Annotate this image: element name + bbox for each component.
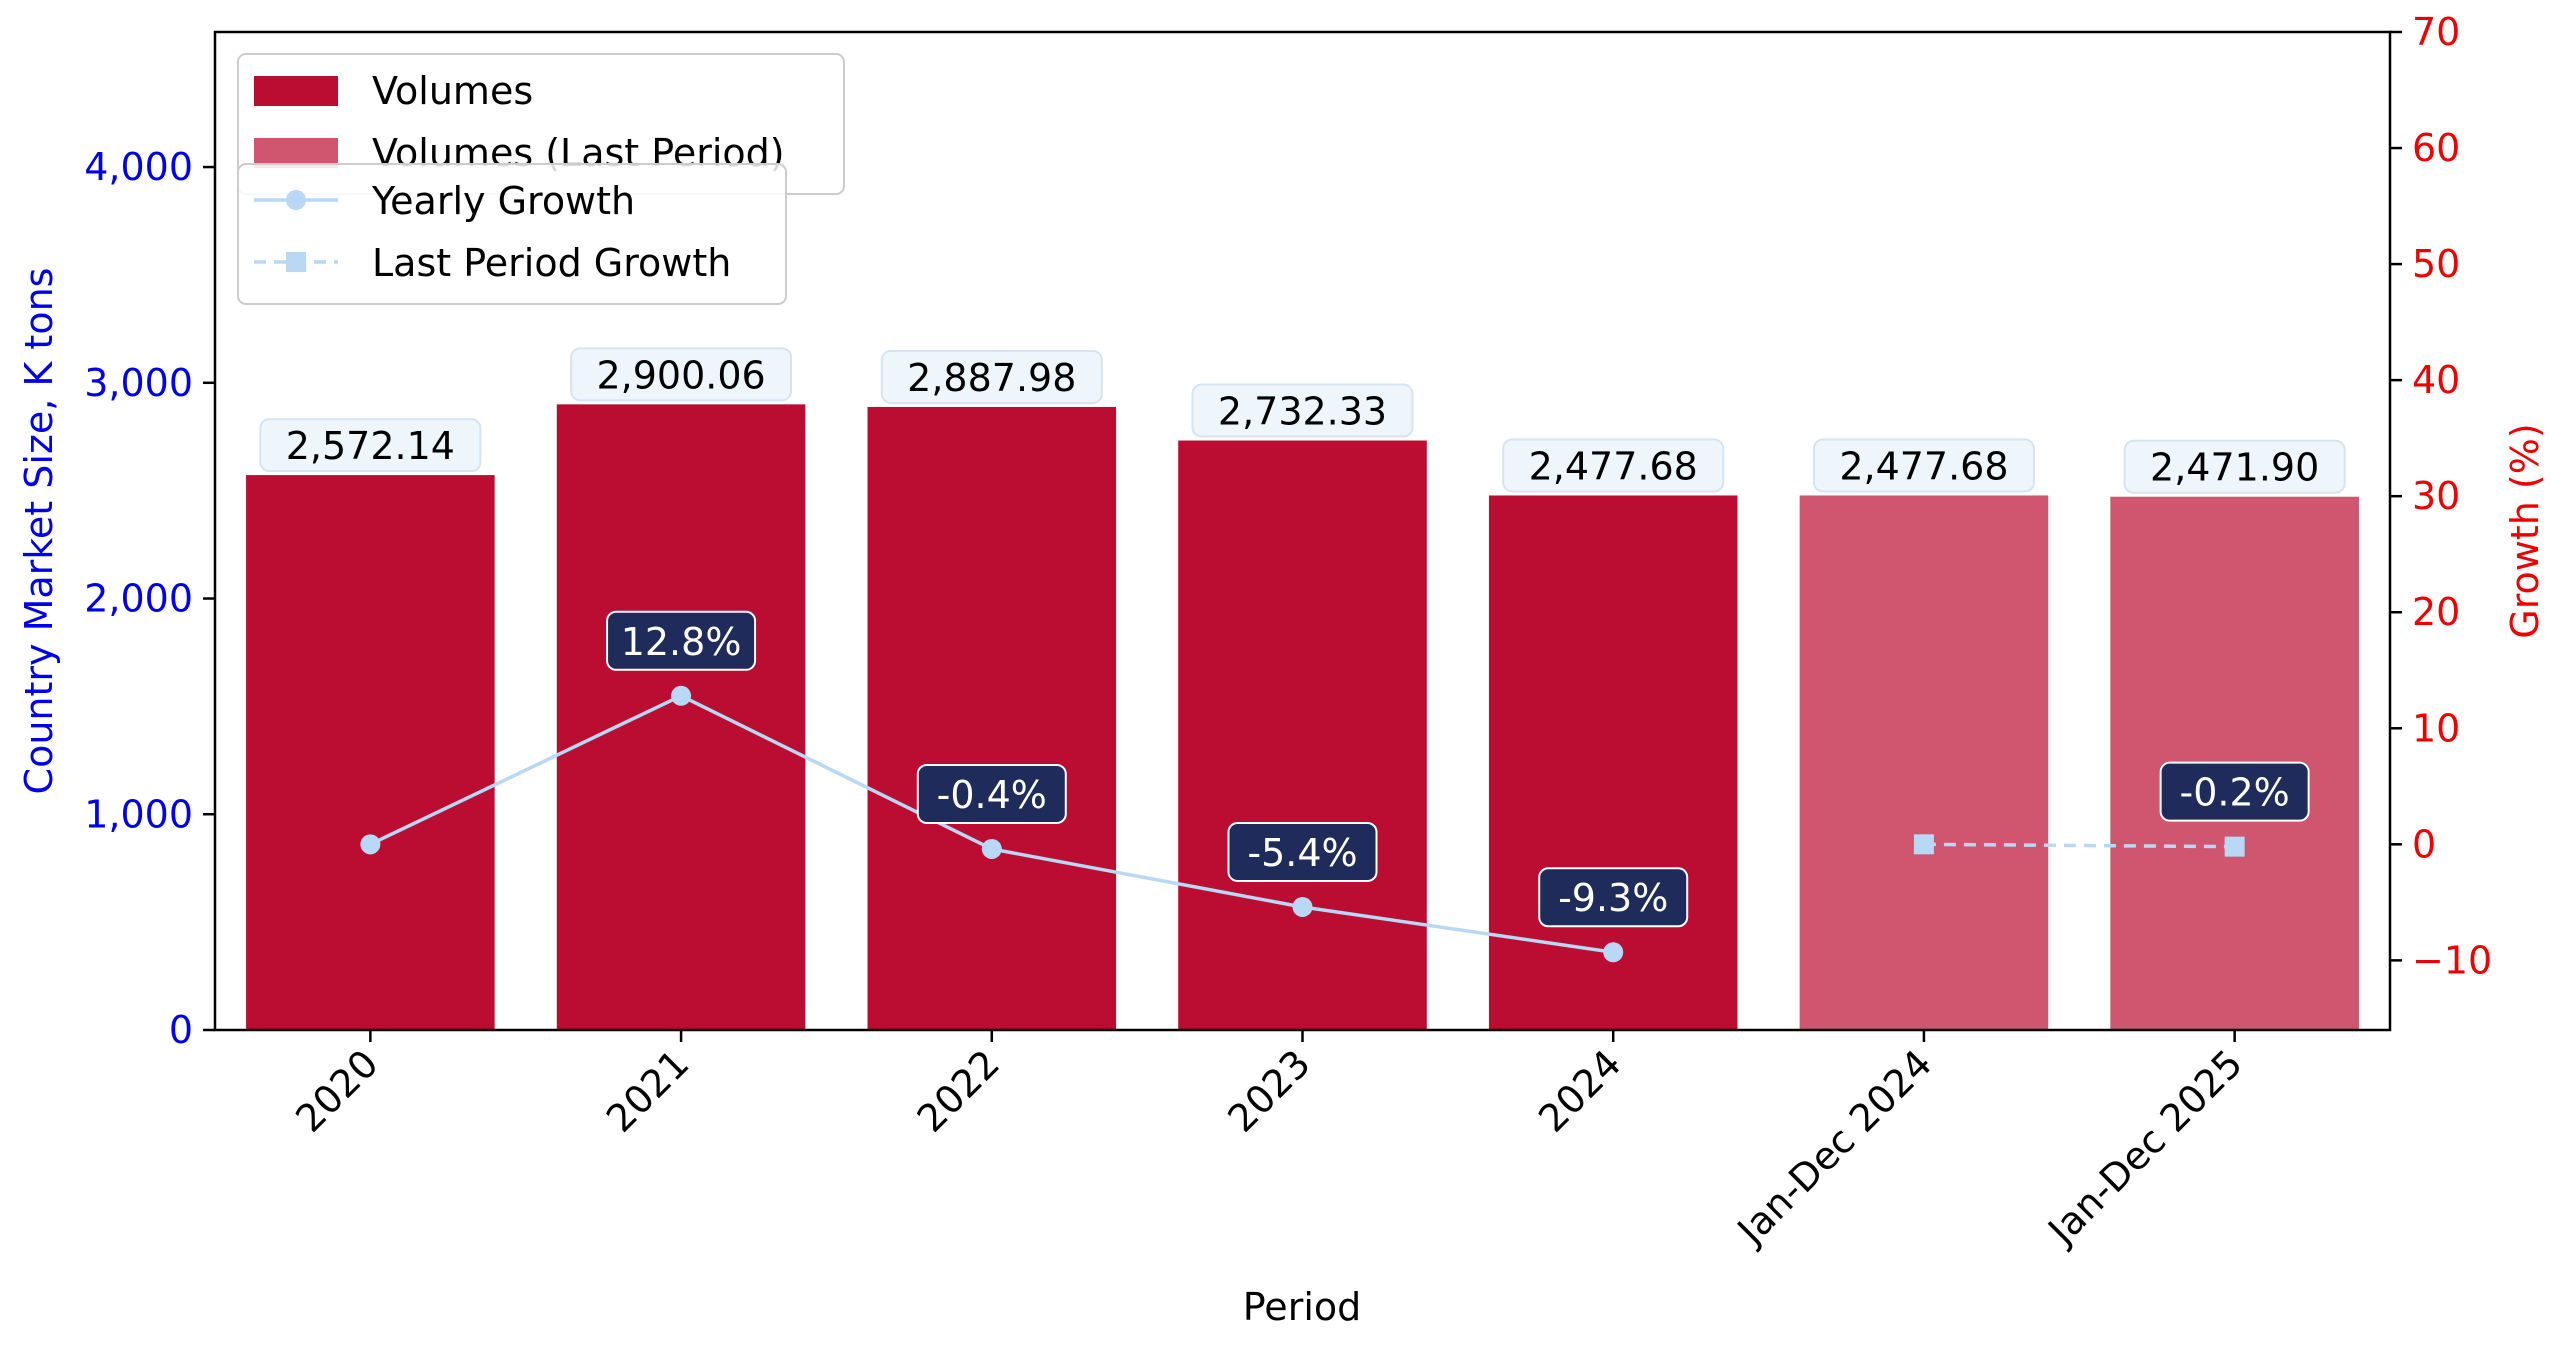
right-axis-tick-label: 10	[2412, 706, 2460, 750]
growth-label-box	[606, 610, 757, 671]
growth-marker-circle	[981, 838, 1002, 859]
bar-2020	[246, 475, 495, 1030]
bar-value-label: 2,471.90	[2150, 446, 2319, 490]
left-axis-title: Country Market Size, K tons	[17, 268, 61, 795]
right-axis-tick-label: 0	[2412, 822, 2436, 866]
legend-last-period-growth-marker	[286, 252, 306, 272]
bar-value-label-box	[570, 347, 793, 402]
legend-volumes-label: Volumes	[372, 69, 533, 113]
legend-bars: Volumes Volumes (Last Period)	[237, 53, 845, 195]
legend-yearly-growth-label: Yearly Growth	[371, 179, 635, 223]
x-axis-title: Period	[1243, 1285, 1362, 1329]
bar-value-label: 2,477.68	[1529, 444, 1698, 488]
legend-volumes-swatch	[254, 76, 338, 106]
growth-label: -0.4%	[937, 773, 1047, 817]
right-axis-tick-label: 70	[2412, 10, 2460, 54]
growth-label: -9.3%	[1558, 876, 1668, 920]
last-period-growth-line	[1923, 842, 2235, 849]
growth-label-box	[1538, 867, 1689, 928]
bar-value-label-box	[1191, 383, 1414, 438]
left-axis-tick-label: 2,000	[84, 577, 193, 621]
growth-label-box	[2159, 761, 2310, 822]
growth-marker-square	[2224, 836, 2245, 857]
bar-value-label-box	[1812, 438, 2035, 493]
legend-yearly-growth-marker	[286, 190, 306, 210]
bar-value-label-box	[880, 349, 1103, 404]
growth-label-box	[1227, 821, 1378, 882]
right-axis-tick-label: 20	[2412, 590, 2460, 634]
growth-marker-circle	[1292, 896, 1313, 917]
bar-value-label-box	[2123, 439, 2346, 494]
right-axis-tick-label: 40	[2412, 358, 2460, 402]
right-axis-tick-label: −10	[2412, 938, 2492, 982]
bar-value-label: 2,732.33	[1218, 390, 1387, 434]
bar-value-label: 2,572.14	[286, 424, 455, 468]
legend-lines: Yearly Growth Last Period Growth	[237, 163, 787, 305]
left-axis-tick-label: 4,000	[84, 145, 193, 189]
left-axis-tick-label: 3,000	[84, 361, 193, 405]
growth-marker-circle	[671, 685, 692, 706]
data-labels-layer: 2,572.14 2,900.06 2,887.98 2,732.33 2,477.68…	[259, 347, 2346, 928]
growth-marker-circle	[360, 834, 381, 855]
right-axis-tick-label: 50	[2412, 242, 2460, 286]
right-axis-title: Growth (%)	[2503, 423, 2547, 638]
growth-label: 12.8%	[621, 620, 742, 664]
bar-2021	[556, 404, 806, 1030]
bar-value-label-box	[259, 418, 482, 473]
growth-label-box	[916, 763, 1067, 824]
bar-value-label: 2,900.06	[596, 353, 765, 397]
bar-value-label: 2,887.98	[907, 356, 1076, 400]
bar-value-label-box	[1502, 438, 1725, 493]
growth-marker-square	[1913, 834, 1934, 855]
right-axis-tick-label: 60	[2412, 126, 2460, 170]
bars-layer	[246, 404, 2359, 1031]
growth-marker-circle	[1603, 942, 1624, 963]
growth-label: -5.4%	[1247, 831, 1357, 875]
bar-jan-dec-2024	[1799, 495, 2049, 1030]
legend-last-period-growth-label: Last Period Growth	[372, 241, 731, 285]
bar-2022	[867, 406, 1117, 1031]
bar-value-label: 2,477.68	[1839, 444, 2008, 488]
growth-label: -0.2%	[2180, 771, 2290, 815]
left-axis-tick-label: 0	[169, 1008, 193, 1052]
right-axis-tick-label: 30	[2412, 474, 2460, 518]
left-axis-tick-label: 1,000	[84, 792, 193, 836]
growth-lines-layer	[360, 685, 2245, 963]
bar-2023	[1178, 440, 1427, 1031]
legend-lines-frame	[237, 163, 787, 305]
